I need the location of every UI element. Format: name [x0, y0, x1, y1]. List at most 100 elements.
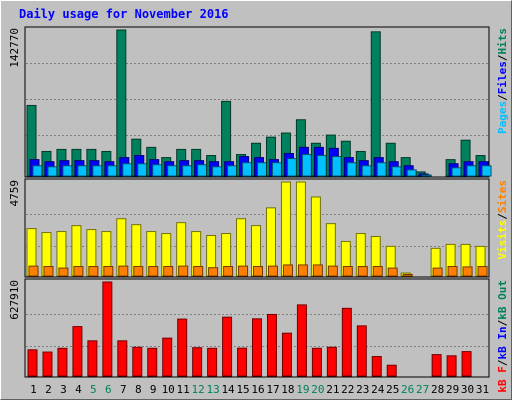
side-label-part: /	[496, 319, 509, 326]
bar-sites	[253, 266, 264, 277]
bar-pages	[197, 164, 208, 177]
bar-pages	[32, 165, 43, 177]
bar-kb-f	[461, 351, 472, 377]
bar-sites	[43, 266, 54, 277]
day-label: 23	[356, 383, 369, 396]
day-label: 9	[150, 383, 157, 396]
bar-pages	[361, 165, 372, 177]
day-label: 19	[296, 383, 309, 396]
bar-kb-f	[252, 318, 263, 377]
bar-kb-f	[386, 364, 397, 377]
day-label: 21	[326, 383, 339, 396]
day-label: 25	[386, 383, 399, 396]
day-label: 29	[446, 383, 459, 396]
bar-hits	[370, 31, 381, 177]
day-label: 4	[75, 383, 82, 396]
bar-sites	[477, 266, 488, 277]
bar-pages	[92, 165, 103, 177]
bar-pages	[257, 162, 268, 177]
bar-pages	[421, 174, 432, 177]
bar-pages	[451, 167, 462, 177]
bar-pages	[271, 162, 282, 177]
day-label: 31	[476, 383, 489, 396]
side-label-part: Pages	[496, 101, 509, 134]
bar-sites	[133, 266, 144, 277]
bar-pages	[77, 165, 88, 177]
side-label-hits-files-pages: Pages/Files/Hits	[496, 28, 509, 134]
bar-sites	[387, 267, 398, 277]
bar-kb-f	[311, 347, 322, 377]
bar-sites	[447, 266, 458, 277]
bar-sites	[178, 265, 189, 277]
bar-pages	[466, 165, 477, 177]
bar-sites	[223, 266, 234, 277]
bar-kb-f	[102, 281, 113, 377]
side-label-part: /	[496, 213, 509, 220]
bar-kb-f	[27, 349, 38, 377]
bar-sites	[28, 265, 39, 277]
bar-pages	[182, 165, 193, 177]
day-label: 7	[120, 383, 127, 396]
bar-kb-f	[117, 340, 128, 377]
bar-sites	[58, 267, 69, 277]
bar-sites	[103, 266, 114, 277]
bar-kb-f	[147, 347, 158, 377]
day-label: 12	[192, 383, 205, 396]
bar-pages	[316, 155, 327, 177]
side-label-part: Sites	[496, 180, 509, 213]
day-label: 20	[311, 383, 324, 396]
bar-kb-f	[222, 316, 233, 377]
side-label-part: Hits	[496, 28, 509, 55]
bar-kb-f	[162, 337, 173, 377]
bar-sites	[208, 267, 219, 277]
bar-kb-f	[72, 326, 83, 377]
day-label: 13	[206, 383, 219, 396]
side-label-part: kB In	[496, 326, 509, 359]
side-label-kbytes: kB F/kB In/kB Out	[496, 280, 509, 393]
bar-pages	[242, 162, 253, 177]
bar-pages	[62, 165, 73, 177]
bar-sites	[342, 266, 353, 277]
day-label: 1	[30, 383, 37, 396]
bar-sites	[193, 266, 204, 277]
bar-kb-f	[87, 340, 98, 377]
bar-sites	[282, 264, 293, 277]
chart-title: Daily usage for November 2016	[19, 7, 229, 21]
bar-kb-f	[237, 347, 248, 377]
day-label: 2	[45, 383, 52, 396]
day-label: 28	[431, 383, 444, 396]
bar-kb-f	[132, 346, 143, 377]
side-label-part: kB F	[496, 366, 509, 393]
bar-kb-f	[207, 347, 218, 377]
bar-pages	[212, 166, 223, 177]
max-label-hits-files-pages: 142770	[8, 28, 21, 68]
bar-sites	[238, 265, 249, 277]
bar-sites	[327, 265, 338, 277]
bar-kb-f	[177, 318, 188, 377]
bar-kb-f	[266, 313, 277, 377]
bar-pages	[481, 165, 492, 177]
day-label: 22	[341, 383, 354, 396]
bar-sites	[163, 266, 174, 277]
side-label-part: /	[496, 54, 509, 61]
day-label: 14	[221, 383, 235, 396]
day-label: 17	[266, 383, 279, 396]
bar-sites	[312, 264, 323, 277]
bar-sites	[73, 266, 84, 277]
max-label-visits-sites: 4759	[8, 180, 21, 207]
bar-visits	[295, 181, 306, 277]
side-label-part: /	[496, 359, 509, 366]
bar-kb-f	[57, 347, 68, 377]
day-label: 26	[401, 383, 414, 396]
bar-kb-f	[341, 307, 352, 377]
day-label: 30	[461, 383, 474, 396]
bar-kb-f	[326, 346, 337, 377]
side-label-part: kB Out	[496, 280, 509, 320]
bar-pages	[406, 169, 417, 177]
bar-pages	[346, 162, 357, 177]
bar-visits	[310, 196, 321, 277]
bar-pages	[331, 156, 342, 177]
bar-kb-f	[42, 351, 53, 377]
bar-pages	[107, 165, 118, 177]
